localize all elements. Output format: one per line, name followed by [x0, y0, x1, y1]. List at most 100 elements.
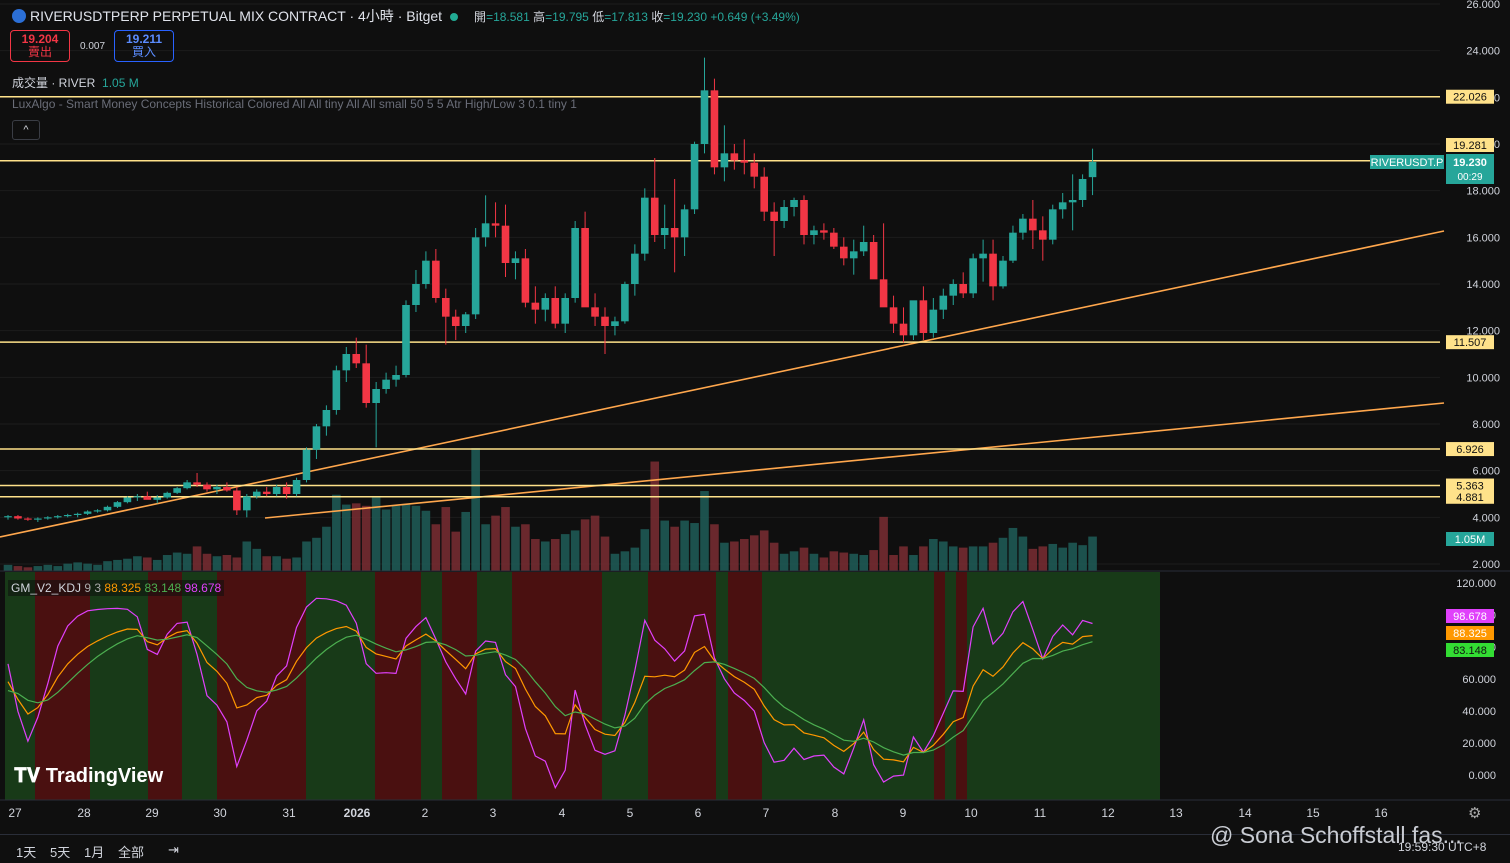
volume-bar	[13, 566, 23, 571]
candle-body	[670, 228, 679, 238]
time-axis-label: 11	[1034, 806, 1047, 820]
volume-bar	[829, 551, 839, 571]
kdj-d-line	[7, 634, 1093, 756]
candle-body	[601, 316, 609, 326]
buy-button[interactable]: 19.211 買入	[114, 30, 174, 62]
price-axis-label: 24.000	[1466, 46, 1500, 58]
volume-bar	[391, 505, 401, 571]
level-tag: 6.926	[1456, 444, 1484, 456]
symbol-title[interactable]: RIVERUSDTPERP PERPETUAL MIX CONTRACT · 4…	[30, 8, 443, 24]
price-axis-label: 10.000	[1466, 372, 1500, 384]
candle-body	[34, 518, 42, 520]
volume-legend[interactable]: 成交量 · RIVER 1.05 M	[12, 74, 139, 91]
volume-bar	[630, 547, 640, 571]
volume-bar	[1078, 545, 1087, 571]
period-5d-button[interactable]: 5天	[50, 845, 71, 860]
candle-body	[939, 295, 948, 310]
volume-bar	[202, 553, 212, 571]
volume-bar	[570, 530, 580, 571]
candle-body	[471, 237, 480, 315]
candle-body	[193, 482, 201, 485]
volume-bar	[759, 530, 769, 571]
volume-bar	[600, 536, 610, 571]
kdj-d-tag: 83.148	[1453, 645, 1487, 657]
candle-body	[551, 298, 560, 324]
volume-bar	[242, 541, 252, 571]
volume-bar	[789, 551, 799, 571]
volume-bar	[113, 559, 122, 571]
candle-body	[63, 515, 72, 517]
candle-body	[621, 284, 629, 322]
candle-body	[1088, 161, 1097, 178]
candle-body	[929, 309, 938, 333]
volume-tag: 1.05M	[1455, 534, 1486, 546]
indicator-axis-label: 0.000	[1468, 770, 1496, 782]
tradingview-logo[interactable]: 𝐓𝐕 TradingView	[14, 765, 163, 788]
volume-bar	[73, 562, 82, 571]
kdj-zone-4	[182, 572, 217, 800]
kdj-zone-7	[375, 572, 421, 800]
bottom-toolbar: 1天 5天 1月 全部 ⇥	[0, 834, 1510, 863]
goto-date-icon[interactable]: ⇥	[168, 842, 179, 857]
volume-bar	[371, 495, 381, 571]
candle-body	[949, 284, 958, 296]
volume-bar	[740, 539, 749, 571]
volume-bar	[948, 546, 958, 571]
period-1d-button[interactable]: 1天	[16, 845, 37, 860]
trendline-lower	[264, 402, 1445, 519]
high-value: =19.795	[545, 10, 589, 24]
volume-bar	[670, 526, 679, 571]
kdj-zone-17	[934, 572, 945, 800]
luxalgo-indicator-legend[interactable]: LuxAlgo - Smart Money Concepts Historica…	[12, 97, 577, 111]
candle-body	[1039, 230, 1047, 240]
volume-bar	[730, 541, 739, 571]
change-value: +0.649 (+3.49%)	[710, 10, 800, 24]
volume-bar	[272, 556, 281, 571]
time-axis-label: 30	[213, 806, 227, 820]
candle-body	[1068, 200, 1077, 203]
volume-bar	[968, 546, 978, 571]
volume-bar	[849, 553, 859, 571]
candle-body	[541, 298, 550, 310]
volume-bar	[93, 564, 102, 571]
indicator-axis-label: 20.000	[1462, 738, 1496, 750]
candle-body	[631, 253, 639, 284]
kdj-legend[interactable]: GM_V2_KDJ 9 3 88.325 83.148 98.678	[8, 580, 225, 596]
candle-body	[213, 487, 221, 490]
volume-bar	[441, 507, 451, 571]
candle-body	[491, 223, 500, 226]
candle-body	[840, 246, 848, 259]
time-axis-label: 28	[77, 806, 91, 820]
settings-gear-icon[interactable]: ⚙	[1468, 805, 1482, 822]
candle-body	[451, 316, 460, 326]
volume-bar	[869, 550, 878, 571]
period-all-button[interactable]: 全部	[118, 845, 145, 860]
period-1m-button[interactable]: 1月	[84, 845, 105, 860]
price-axis-label: 6.000	[1472, 466, 1500, 478]
candle-body	[849, 251, 858, 259]
candle-body	[352, 354, 361, 364]
sell-button[interactable]: 19.204 賣出	[10, 30, 70, 62]
volume-bar	[162, 555, 172, 571]
volume-bar	[620, 551, 630, 571]
utc-clock[interactable]: 19:59:30 UTC+8	[1398, 840, 1487, 854]
candle-body	[730, 153, 739, 161]
time-axis-label: 3	[490, 806, 497, 820]
candle-body	[680, 209, 689, 238]
candle-body	[312, 426, 321, 450]
volume-bar	[939, 541, 948, 571]
collapse-legend-button[interactable]: ^	[12, 120, 40, 140]
level-tag-bg	[1446, 138, 1494, 152]
candle-body	[163, 492, 171, 498]
time-axis-label: 6	[695, 806, 702, 820]
price-axis-label: 4.000	[1472, 512, 1500, 524]
candle-body	[223, 487, 231, 491]
ohlc-readout: 開=18.581 高=19.795 低=17.813 收=19.230 +0.6…	[474, 10, 800, 24]
time-axis-label: 2	[422, 806, 429, 820]
candle-body	[1078, 179, 1087, 200]
sell-price: 19.204	[21, 32, 59, 46]
time-axis-label: 14	[1238, 806, 1252, 820]
candle-body	[810, 230, 818, 235]
